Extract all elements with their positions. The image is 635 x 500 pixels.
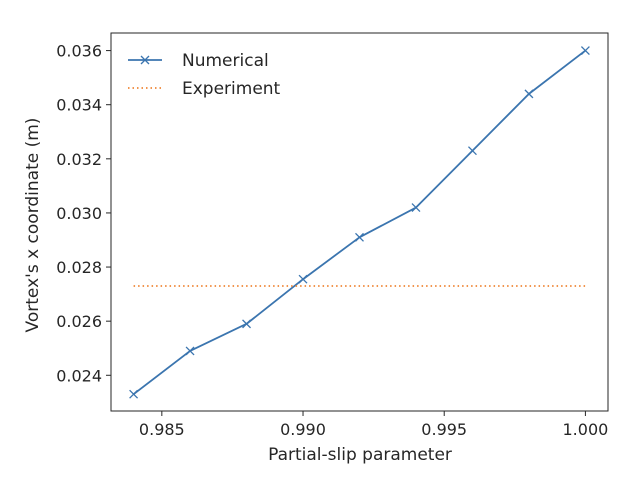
data-point-numerical [580,46,590,56]
y-axis-label: Vortex's x coordinate (m) [23,118,43,333]
point-marker-stroke [129,389,139,399]
legend: Numerical Experiment [118,42,303,106]
x-tick-label: 0.985 [139,420,185,439]
y-tick-label: 0.032 [56,150,102,169]
y-tick-label: 0.024 [56,366,102,385]
x-tick-label: 0.990 [280,420,326,439]
legend-marker-numerical [140,55,150,65]
point-marker-stroke [411,203,421,212]
data-point-numerical [242,319,252,329]
y-tick-label: 0.036 [56,42,102,61]
legend-box [118,42,303,106]
axes-layer: 0.985 0.990 0.995 1.000 0.024 0.026 0.028 0.030… [56,32,609,439]
point-marker-stroke [467,146,477,156]
data-point-numerical [355,232,364,242]
point-marker-stroke [185,346,195,356]
data-point-numerical [411,203,421,212]
y-tick-label: 0.034 [56,96,102,115]
point-marker-stroke [355,232,364,242]
point-marker-stroke [298,274,308,284]
x-tick-label: 1.000 [563,420,609,439]
legend-marker-stroke [140,55,150,65]
x-axis-label: Partial-slip parameter [268,445,452,465]
y-tick-label: 0.028 [56,258,102,277]
point-marker-stroke [242,319,252,329]
data-point-numerical [467,146,477,156]
point-marker-stroke [524,89,534,99]
legend-label-experiment: Experiment [182,79,281,99]
axes-frame [110,32,609,412]
series-layer [129,46,590,399]
point-marker-stroke [580,46,590,56]
legend-label-numerical: Numerical [182,51,269,71]
y-tick-label: 0.030 [56,204,102,223]
x-tick-label: 0.995 [421,420,467,439]
data-point-numerical [185,346,195,356]
y-tick-label: 0.026 [56,312,102,331]
data-point-numerical [298,274,308,284]
data-point-numerical [129,389,139,399]
data-point-numerical [524,89,534,99]
